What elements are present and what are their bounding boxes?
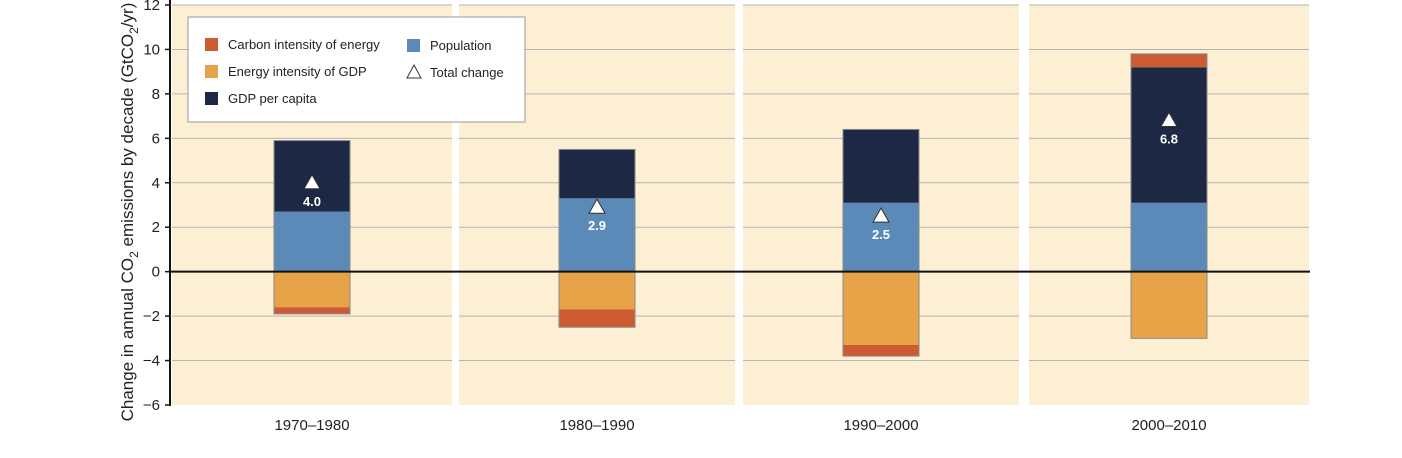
total-change-label: 2.5 [872, 227, 890, 242]
x-category-label: 2000–2010 [1131, 417, 1206, 434]
y-tick-label: 6 [152, 130, 160, 147]
legend-label: Population [430, 38, 491, 53]
y-axis: 12 10 8 6 4 2 0 −2 −4 −6 [143, 0, 171, 414]
x-category-label: 1990–2000 [843, 417, 918, 434]
legend-swatch [407, 39, 420, 52]
total-change-markers: 4.0 2.9 2.5 6.8 [303, 111, 1178, 242]
bar-segment-gdp-per-capita [843, 129, 919, 203]
total-change-triangle [872, 207, 890, 223]
legend-triangle-icon [406, 63, 422, 79]
legend-box [187, 16, 526, 123]
bar-segment-gdp-per-capita [1131, 67, 1207, 203]
x-axis-categories: 1970–1980 1980–1990 1990–2000 2000–2010 [274, 417, 1206, 434]
y-tick-label: 0 [152, 264, 160, 281]
y-tick-label: −4 [143, 353, 160, 370]
y-axis-label: Change in annual CO2 emissions by decade… [118, 3, 141, 422]
legend-swatch [205, 65, 218, 78]
bar-segment-energy-intensity-of-gdp [274, 271, 350, 308]
bar-segment-energy-intensity-of-gdp [1131, 271, 1207, 339]
y-tick-label: 10 [143, 41, 160, 58]
legend-swatch [205, 38, 218, 51]
gridlines [172, 4, 1309, 362]
bar-outline [842, 128, 920, 357]
legend-label: Total change [430, 65, 504, 80]
bar-stacks [273, 53, 1208, 357]
y-tick-label: 12 [143, 0, 160, 14]
bar-outline [273, 140, 351, 315]
y-tick-label: −6 [143, 397, 160, 414]
total-change-label: 2.9 [588, 218, 606, 233]
bar-segment-energy-intensity-of-gdp [843, 271, 919, 345]
x-category-label: 1970–1980 [274, 417, 349, 434]
x-category-label: 1980–1990 [559, 417, 634, 434]
bar-outline [558, 148, 636, 328]
bar-segment-energy-intensity-of-gdp [559, 271, 635, 310]
bar-segment-population [1131, 202, 1207, 272]
bar-segment-carbon-intensity-of-energy [843, 345, 919, 357]
bar-outline [1130, 53, 1208, 339]
bar-segment-carbon-intensity-of-energy [274, 307, 350, 314]
total-change-label: 4.0 [303, 194, 321, 209]
legend: Carbon intensity of energy Energy intensi… [187, 16, 526, 123]
y-tick-label: −2 [143, 308, 160, 325]
total-change-triangle [588, 198, 606, 214]
legend-swatch [205, 92, 218, 105]
bar-segment-carbon-intensity-of-energy [559, 309, 635, 328]
legend-label: GDP per capita [228, 91, 317, 106]
total-change-label: 6.8 [1160, 132, 1178, 147]
y-tick-label: 2 [152, 219, 160, 236]
y-tick-label: 4 [152, 175, 160, 192]
bar-segment-carbon-intensity-of-energy [1131, 53, 1207, 68]
y-tick-label: 8 [152, 86, 160, 103]
bar-segment-population [274, 211, 350, 272]
bar-segment-gdp-per-capita [559, 149, 635, 199]
total-change-triangle [1160, 111, 1178, 128]
total-change-triangle [303, 173, 321, 190]
legend-label: Carbon intensity of energy [228, 37, 380, 52]
legend-label: Energy intensity of GDP [228, 64, 367, 79]
